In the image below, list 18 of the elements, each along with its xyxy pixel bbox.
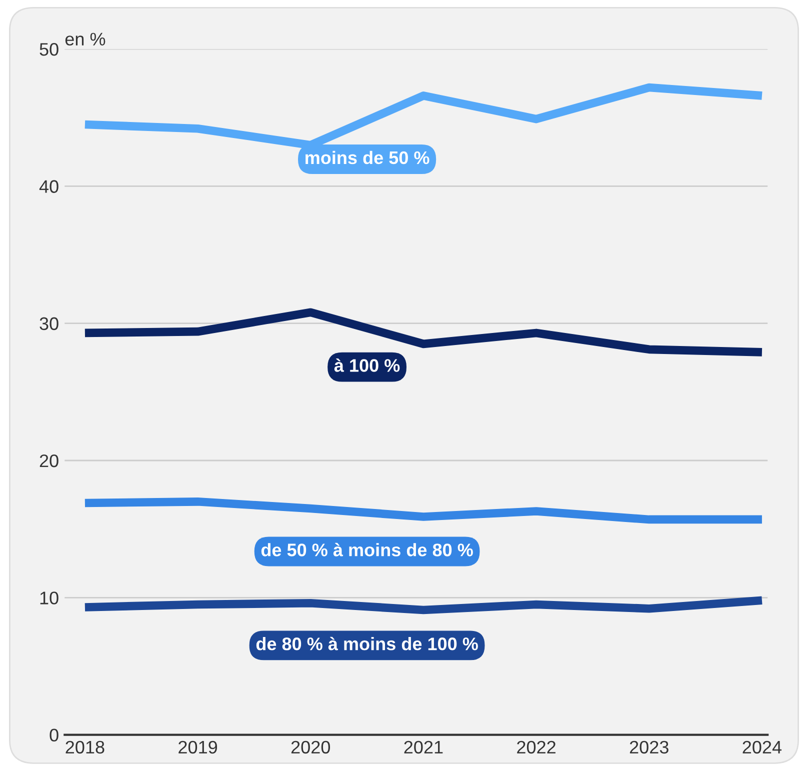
y-tick-label: 0	[50, 728, 58, 742]
y-tick-label: 10	[40, 592, 58, 604]
series-label: à 100 %	[334, 358, 400, 372]
x-tick-label: 2024	[742, 740, 782, 754]
x-tick-label: 2021	[404, 740, 443, 754]
x-tick-label: 2020	[291, 740, 330, 754]
y-tick-label: 40	[39, 180, 58, 193]
y-axis-title: en %	[65, 32, 106, 46]
x-tick-label: 2022	[517, 740, 556, 754]
y-tick-label: 30	[40, 317, 58, 330]
x-tick-label: 2023	[630, 740, 668, 754]
series-label: de 80 % à moins de 100 %	[256, 636, 478, 650]
x-tick-label: 2018	[66, 740, 104, 754]
series-label: moins de 50 %	[306, 150, 430, 164]
series-label: de 50 % à moins de 80 %	[261, 542, 473, 556]
y-tick-label: 20	[40, 454, 58, 468]
y-tick-label: 50	[40, 43, 58, 56]
x-tick-label: 2019	[178, 740, 218, 754]
